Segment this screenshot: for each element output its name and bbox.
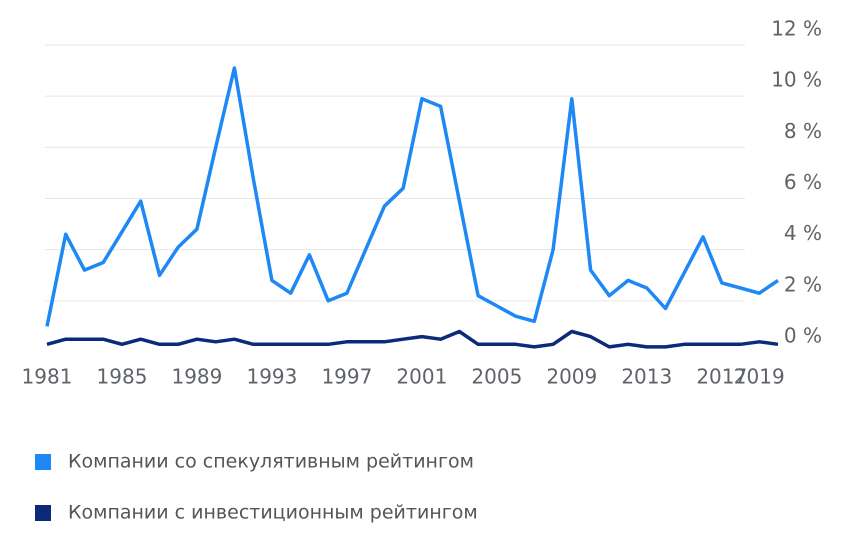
y-tick-label: 12 %: [771, 17, 822, 41]
y-tick-label: 8 %: [784, 119, 822, 143]
x-tick-label: 1989: [171, 365, 222, 389]
y-tick-label: 6 %: [784, 170, 822, 194]
x-tick-label: 1981: [22, 365, 73, 389]
y-tick-label: 4 %: [784, 221, 822, 245]
x-tick-label: 2017: [696, 365, 747, 389]
legend-swatch: [35, 454, 51, 470]
legend-label: Компании со спекулятивным рейтингом: [68, 451, 474, 473]
x-tick-label: 2013: [621, 365, 672, 389]
x-tick-label: 2005: [471, 365, 522, 389]
y-tick-label: 2 %: [784, 272, 822, 296]
y-tick-label: 10 %: [771, 68, 822, 92]
x-tick-label: 1993: [246, 365, 297, 389]
x-tick-label: 2001: [396, 365, 447, 389]
x-tick-label: 2009: [546, 365, 597, 389]
series-line: [45, 66, 779, 327]
x-tick-label: 1997: [321, 365, 372, 389]
legend-swatch: [35, 505, 51, 521]
y-tick-label: 0 %: [784, 324, 822, 348]
series-line: [46, 329, 779, 349]
x-tick-label: 1985: [97, 365, 148, 389]
x-tick-label: 2019: [734, 365, 785, 389]
legend-label: Компании с инвестиционным рейтингом: [68, 502, 478, 524]
